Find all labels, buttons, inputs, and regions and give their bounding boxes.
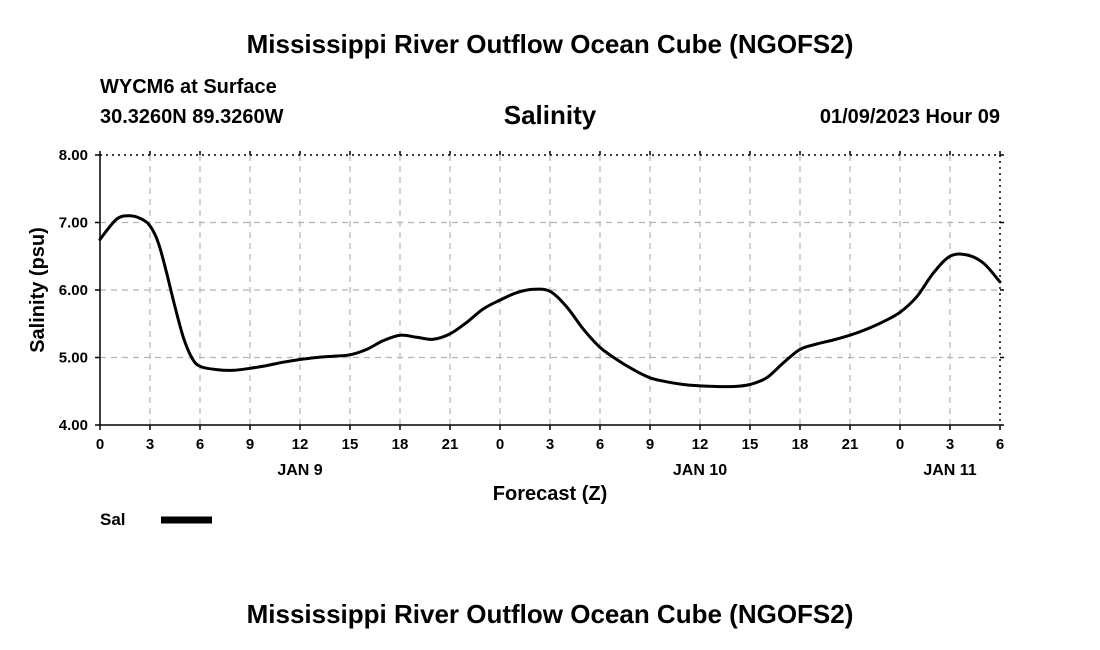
series-line-sal	[98, 214, 1002, 389]
y-tick-label-0: 4.00	[59, 417, 88, 434]
axis-ticks	[95, 151, 1004, 430]
x-tick-label-4: 12	[292, 436, 309, 453]
y-tick-label-3: 7.00	[59, 215, 88, 232]
page-title: Mississippi River Outflow Ocean Cube (NG…	[246, 29, 854, 59]
chart-title: Salinity	[503, 100, 597, 130]
x-tick-label-15: 21	[842, 436, 859, 453]
day-label-1: JAN 10	[673, 462, 727, 479]
grid-lines	[100, 155, 1000, 425]
x-tick-label-18: 6	[996, 436, 1004, 453]
x-tick-label-17: 3	[946, 436, 954, 453]
x-axis-label: Forecast (Z)	[493, 483, 607, 505]
day-label-2: JAN 11	[923, 462, 976, 479]
x-tick-label-10: 6	[596, 436, 604, 453]
x-tick-label-12: 12	[692, 436, 709, 453]
x-tick-label-13: 15	[742, 436, 759, 453]
station-coordinates: 30.3260N 89.3260W	[100, 106, 284, 128]
axis-tick-labels: 0 3 6 9 12 15 18 21 0 3 6 9 12 15 18 21 0 3 6 4.00 5.00 6.00 7…	[59, 147, 1004, 479]
x-tick-label-14: 18	[792, 436, 809, 453]
x-tick-label-8: 0	[496, 436, 504, 453]
y-tick-label-4: 8.00	[59, 147, 88, 164]
x-tick-label-7: 21	[442, 436, 459, 453]
y-tick-label-2: 6.00	[59, 282, 88, 299]
legend-label-sal: Sal	[100, 510, 126, 529]
run-time: 01/09/2023 Hour 09	[819, 106, 1000, 128]
station-label: WYCM6 at Surface	[100, 76, 277, 98]
x-tick-label-2: 6	[196, 436, 204, 453]
x-tick-label-11: 9	[646, 436, 654, 453]
day-label-0: JAN 9	[277, 462, 322, 479]
x-tick-label-0: 0	[96, 436, 104, 453]
y-tick-label-1: 5.00	[59, 350, 88, 367]
x-tick-label-1: 3	[146, 436, 154, 453]
x-tick-label-5: 15	[342, 436, 359, 453]
y-axis-label: Salinity (psu)	[27, 227, 49, 353]
x-tick-label-3: 9	[246, 436, 254, 453]
footer-title: Mississippi River Outflow Ocean Cube (NG…	[246, 599, 854, 629]
x-tick-label-9: 3	[546, 436, 554, 453]
x-tick-label-6: 18	[392, 436, 409, 453]
x-tick-label-16: 0	[896, 436, 904, 453]
